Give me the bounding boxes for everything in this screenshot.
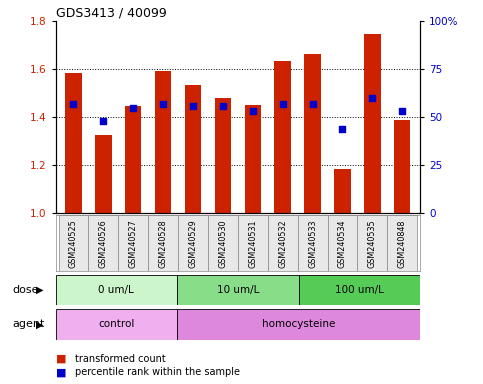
Bar	[125, 106, 142, 213]
Bar	[155, 71, 171, 213]
Point	[398, 108, 406, 114]
Text: 10 um/L: 10 um/L	[217, 285, 259, 295]
Bar	[304, 53, 321, 213]
Bar	[274, 61, 291, 213]
Text: agent: agent	[12, 319, 44, 329]
Bar	[177, 275, 298, 305]
Bar	[88, 215, 118, 271]
Point	[309, 101, 316, 107]
Bar	[334, 169, 351, 213]
Text: ■: ■	[56, 354, 66, 364]
Bar	[178, 215, 208, 271]
Bar	[394, 119, 411, 213]
Text: ▶: ▶	[36, 319, 44, 329]
Text: transformed count: transformed count	[75, 354, 166, 364]
Bar	[387, 215, 417, 271]
Text: homocysteine: homocysteine	[262, 319, 335, 329]
Point	[159, 101, 167, 107]
Bar	[118, 215, 148, 271]
Point	[249, 108, 256, 114]
Text: 0 um/L: 0 um/L	[99, 285, 134, 295]
Bar	[238, 215, 268, 271]
Text: GSM240530: GSM240530	[218, 220, 227, 268]
Text: dose: dose	[12, 285, 39, 295]
Point	[99, 118, 107, 124]
Text: GDS3413 / 40099: GDS3413 / 40099	[56, 7, 166, 20]
Bar	[298, 215, 327, 271]
Bar	[56, 309, 177, 340]
Bar	[95, 135, 112, 213]
Bar	[244, 105, 261, 213]
Point	[219, 103, 227, 109]
Text: GSM240527: GSM240527	[129, 220, 138, 268]
Text: control: control	[98, 319, 134, 329]
Text: ■: ■	[56, 367, 66, 377]
Bar	[185, 85, 201, 213]
Bar	[58, 215, 88, 271]
Text: GSM240533: GSM240533	[308, 220, 317, 268]
Text: GSM240532: GSM240532	[278, 220, 287, 268]
Bar	[208, 215, 238, 271]
Text: GSM240528: GSM240528	[158, 220, 168, 268]
Bar	[215, 98, 231, 213]
Text: 100 um/L: 100 um/L	[335, 285, 384, 295]
Text: GSM240531: GSM240531	[248, 220, 257, 268]
Bar	[177, 309, 420, 340]
Text: GSM240535: GSM240535	[368, 220, 377, 268]
Bar	[65, 73, 82, 213]
Point	[189, 103, 197, 109]
Point	[129, 104, 137, 111]
Text: ▶: ▶	[36, 285, 44, 295]
Point	[339, 126, 346, 132]
Text: GSM240534: GSM240534	[338, 220, 347, 268]
Bar	[268, 215, 298, 271]
Bar	[298, 275, 420, 305]
Point	[279, 101, 286, 107]
Text: percentile rank within the sample: percentile rank within the sample	[75, 367, 240, 377]
Point	[70, 101, 77, 107]
Text: GSM240526: GSM240526	[99, 220, 108, 268]
Text: GSM240525: GSM240525	[69, 220, 78, 268]
Bar	[148, 215, 178, 271]
Text: GSM240529: GSM240529	[188, 220, 198, 268]
Bar	[56, 275, 177, 305]
Point	[369, 95, 376, 101]
Text: GSM240848: GSM240848	[398, 220, 407, 268]
Bar	[357, 215, 387, 271]
Bar	[364, 34, 381, 213]
Bar	[327, 215, 357, 271]
